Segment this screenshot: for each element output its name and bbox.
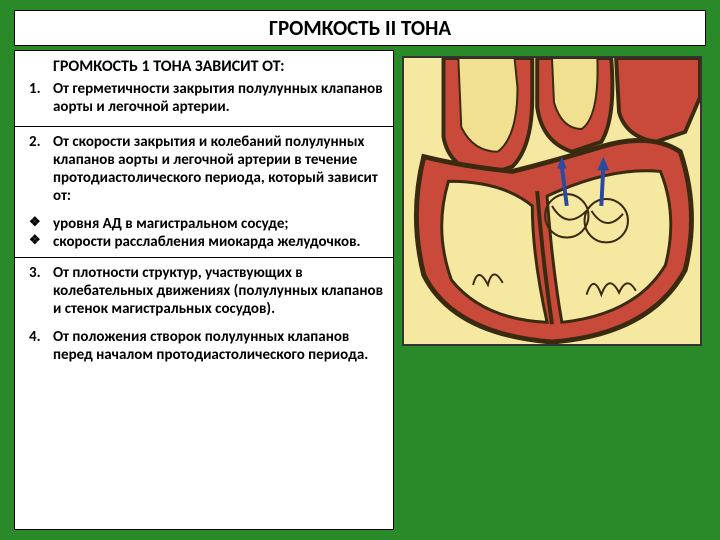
list-item: От герметичности закрытия полулунных кла… xyxy=(25,80,383,116)
sub-text: скорости расслабления миокарда желудочко… xyxy=(53,233,361,251)
list-item: От положения створок полулунных клапанов… xyxy=(25,328,383,364)
sub-list: уровня АД в магистральном сосуде; скорос… xyxy=(25,215,383,251)
main-list: От скорости закрытия и колебаний полулун… xyxy=(25,133,383,205)
heart-svg xyxy=(404,58,700,344)
main-list: От герметичности закрытия полулунных кла… xyxy=(25,80,383,116)
sub-text: уровня АД в магистральном сосуде; xyxy=(53,215,289,233)
separator xyxy=(15,257,393,258)
main-list: От плотности структур, участвующих в кол… xyxy=(25,264,383,364)
item-text: От плотности структур, участвующих в кол… xyxy=(53,264,383,318)
separator xyxy=(15,126,393,127)
title-box: ГРОМКОСТЬ II ТОНА xyxy=(14,10,706,46)
item-text: От положения створок полулунных клапанов… xyxy=(53,328,368,364)
item-text: От скорости закрытия и колебаний полулун… xyxy=(53,133,378,205)
sub-item: уровня АД в магистральном сосуде; xyxy=(25,215,383,233)
list-item: От плотности структур, участвующих в кол… xyxy=(25,264,383,318)
text-panel: ГРОМКОСТЬ 1 ТОНА ЗАВИСИТ ОТ: От герметич… xyxy=(14,50,394,530)
heart-diagram xyxy=(402,56,702,346)
page-title: ГРОМКОСТЬ II ТОНА xyxy=(269,15,451,41)
sub-item: скорости расслабления миокарда желудочко… xyxy=(25,233,383,251)
list-item: От скорости закрытия и колебаний полулун… xyxy=(25,133,383,205)
subtitle: ГРОМКОСТЬ 1 ТОНА ЗАВИСИТ ОТ: xyxy=(53,57,383,76)
item-text: От герметичности закрытия полулунных кла… xyxy=(53,80,383,116)
